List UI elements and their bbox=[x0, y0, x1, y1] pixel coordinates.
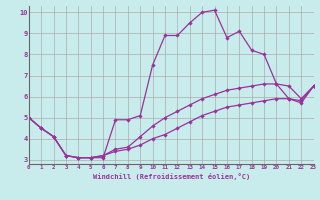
X-axis label: Windchill (Refroidissement éolien,°C): Windchill (Refroidissement éolien,°C) bbox=[92, 173, 250, 180]
